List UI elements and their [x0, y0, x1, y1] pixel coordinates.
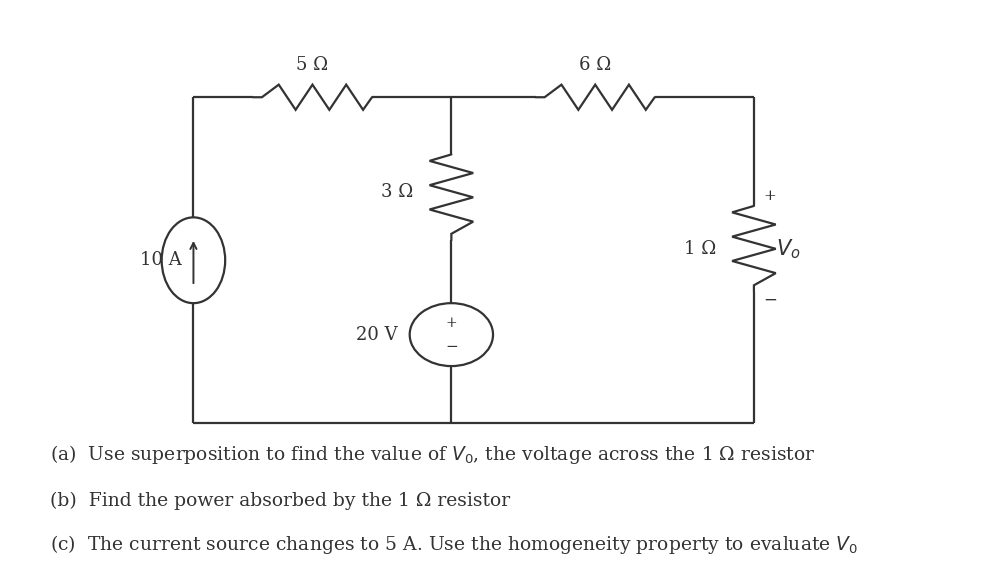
Text: 5 Ω: 5 Ω	[297, 57, 328, 74]
Text: (b)  Find the power absorbed by the 1 Ω resistor: (b) Find the power absorbed by the 1 Ω r…	[50, 491, 510, 510]
Text: 20 V: 20 V	[356, 325, 398, 344]
Text: 1 Ω: 1 Ω	[683, 240, 716, 258]
Text: $V_o$: $V_o$	[776, 237, 801, 261]
Text: −: −	[445, 340, 457, 353]
Text: 6 Ω: 6 Ω	[579, 57, 611, 74]
Text: (c)  The current source changes to 5 A. Use the homogeneity property to evaluate: (c) The current source changes to 5 A. U…	[50, 533, 858, 556]
Text: +: +	[445, 316, 457, 329]
Text: (a)  Use superposition to find the value of $V_0$, the voltage across the 1 Ω re: (a) Use superposition to find the value …	[50, 443, 815, 466]
Text: +: +	[764, 189, 776, 202]
Text: 3 Ω: 3 Ω	[381, 182, 414, 201]
Text: −: −	[763, 292, 777, 309]
Text: 10 A: 10 A	[140, 251, 182, 269]
